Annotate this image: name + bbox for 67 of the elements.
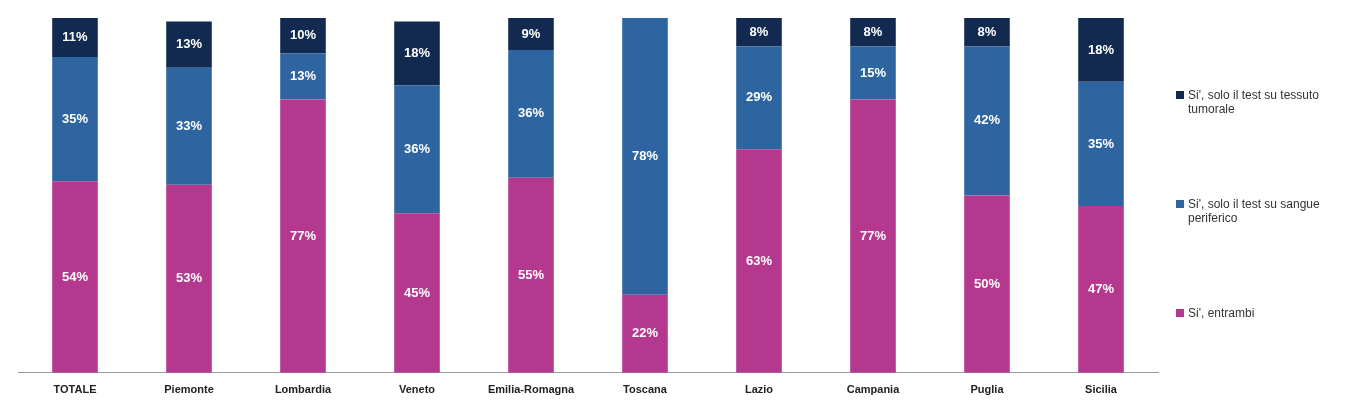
data-label: 9% xyxy=(521,25,541,41)
data-label: 35% xyxy=(1087,135,1115,151)
legend-label: Si', entrambi xyxy=(1188,305,1255,320)
data-label: 36% xyxy=(517,105,545,121)
bar xyxy=(964,195,1010,373)
bar xyxy=(736,149,782,373)
bar xyxy=(508,49,554,178)
bar xyxy=(280,99,326,373)
data-label: 77% xyxy=(859,227,887,243)
bar xyxy=(166,67,212,185)
data-label: 35% xyxy=(61,110,89,126)
data-label: 54% xyxy=(61,268,89,284)
bar xyxy=(52,18,98,58)
data-label: 29% xyxy=(745,89,773,105)
bar xyxy=(622,18,668,295)
data-label: 18% xyxy=(403,45,431,61)
data-label: 77% xyxy=(289,227,317,243)
x-tick-label: Campania xyxy=(846,383,901,396)
x-tick-label: Lazio xyxy=(744,383,774,396)
data-label: 18% xyxy=(1087,41,1115,57)
bar xyxy=(508,18,554,50)
x-tick-label: Lombardia xyxy=(274,383,332,396)
bar xyxy=(736,46,782,150)
bar xyxy=(622,294,668,373)
data-label: 42% xyxy=(973,112,1001,128)
data-label: 53% xyxy=(175,270,203,286)
bar xyxy=(280,53,326,100)
x-tick-label: Veneto xyxy=(398,383,436,396)
data-label: 63% xyxy=(745,252,773,268)
bar xyxy=(52,57,98,182)
data-label: 8% xyxy=(863,23,883,39)
data-label: 50% xyxy=(973,275,1001,291)
bar xyxy=(1078,18,1124,82)
data-label: 36% xyxy=(403,140,431,156)
bar xyxy=(166,21,212,68)
bar xyxy=(394,21,440,86)
data-label: 8% xyxy=(977,23,997,39)
x-tick-label: Toscana xyxy=(623,383,668,396)
legend-label: Si', solo il test su sangue periferico xyxy=(1188,196,1321,225)
data-label: 8% xyxy=(749,23,769,39)
bar xyxy=(166,184,212,373)
bar xyxy=(1078,206,1124,373)
data-label: 78% xyxy=(631,147,659,163)
bar xyxy=(52,181,98,373)
x-tick-label: Piemonte xyxy=(164,383,214,396)
data-label: 15% xyxy=(859,64,887,80)
data-label: 13% xyxy=(175,36,203,52)
data-label: 45% xyxy=(403,284,431,300)
data-label: 13% xyxy=(289,68,317,84)
bar xyxy=(394,213,440,373)
data-label: 10% xyxy=(289,27,317,43)
x-tick-label: Sicilia xyxy=(1085,383,1118,396)
data-label: 11% xyxy=(62,29,89,45)
bar xyxy=(394,85,440,214)
bar xyxy=(850,99,896,373)
bar xyxy=(850,46,896,100)
bar xyxy=(508,177,554,373)
bar xyxy=(1078,81,1124,207)
legend-label: Si', solo il test su tessuto tumorale xyxy=(1188,88,1320,117)
data-label: 22% xyxy=(631,325,659,341)
data-label: 47% xyxy=(1087,281,1115,296)
x-tick-label: Emilia-Romagna xyxy=(487,383,575,396)
data-label: 33% xyxy=(175,117,203,133)
bar xyxy=(964,46,1010,196)
x-tick-label: Puglia xyxy=(970,383,1005,396)
data-label: 55% xyxy=(517,266,545,282)
x-tick-label: TOTALE xyxy=(53,383,97,396)
